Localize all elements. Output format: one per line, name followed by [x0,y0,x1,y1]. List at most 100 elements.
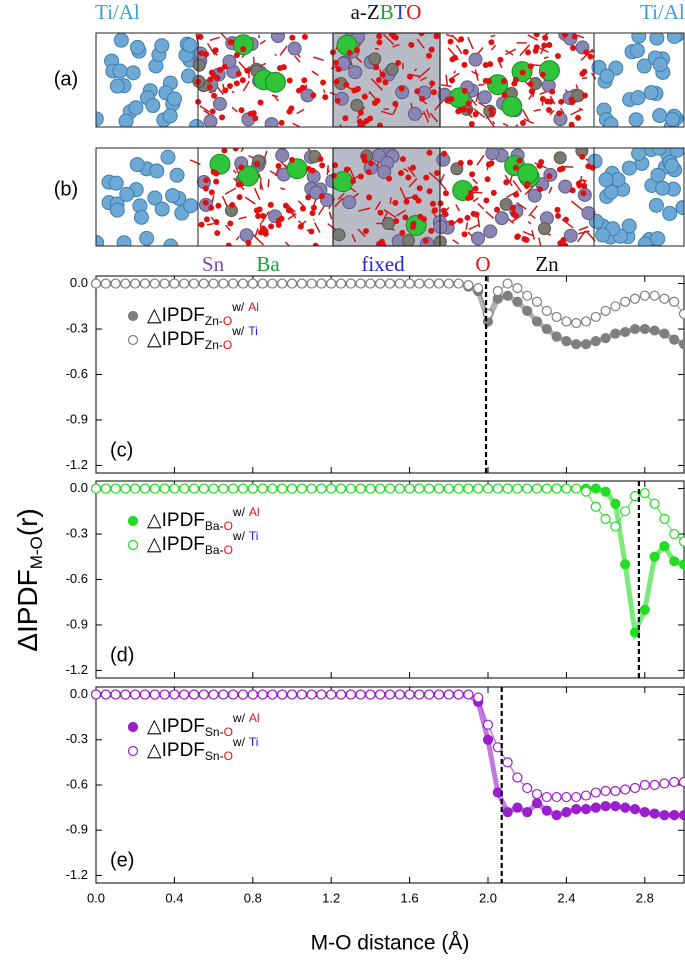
al-atom [109,78,125,94]
o-atom [203,216,210,223]
o-atom [425,52,432,59]
o-atom [257,99,264,106]
point [139,689,151,700]
o-atom [554,206,561,213]
point [365,689,376,700]
point [512,802,523,813]
bond [326,165,329,176]
point [620,784,631,795]
bond [476,154,485,166]
bond [244,196,256,205]
point [277,689,288,700]
o-atom [536,186,543,193]
ba-atom [232,34,254,56]
al-atom [116,235,132,246]
bond [328,211,333,220]
point [669,334,680,345]
o-atom [528,88,535,95]
legend-name: △IPDF [147,716,205,737]
point [639,779,650,791]
o-atom [539,71,546,78]
o-atom [568,121,575,127]
point [600,513,611,524]
bond [505,49,514,56]
legend-label: △IPDFZn-Ow/Al [147,300,259,328]
o-atom [533,44,540,51]
al-atom [637,236,653,246]
o-atom [484,176,491,183]
point [649,779,660,791]
o-atom [444,96,451,103]
o-atom [423,174,430,181]
point [286,278,298,289]
o-atom [469,171,476,178]
al-atom [182,37,198,53]
o-atom [516,157,523,164]
panel-label: (b) [54,178,78,200]
point [218,483,229,494]
al-atom [166,91,182,107]
bond [306,228,310,232]
structure-atoms [96,33,684,127]
bond [465,222,469,230]
sn-atom [275,148,290,163]
bond [292,122,302,127]
point [316,278,327,289]
o-atom [583,49,590,56]
o-atom [554,52,561,59]
bond [380,110,393,116]
o-atom [368,160,375,167]
point [639,488,650,499]
o-atom [426,188,433,195]
bond [313,56,324,61]
point [414,689,425,700]
o-atom [462,48,469,55]
point [424,278,435,289]
y-tick-label: -0.6 [66,776,88,791]
bond [416,38,425,49]
bond [585,158,589,162]
x-tick-label: 1.6 [401,890,419,905]
o-atom [320,79,327,86]
bond [287,213,297,220]
al-atom [669,148,684,158]
point [531,316,543,327]
point [326,483,337,494]
bond [294,55,301,63]
bond [240,148,245,153]
bond [474,69,479,81]
legend-sub: O [223,314,232,328]
bond [472,197,479,203]
o-atom [233,80,240,87]
al-atom [145,98,161,114]
bond [527,34,539,41]
point [247,483,258,494]
al-atom [664,111,680,127]
bond [224,187,237,195]
bond [441,84,452,88]
point [669,810,680,821]
o-atom [533,33,540,38]
ba-atom [487,74,509,96]
o-atom [237,181,244,188]
o-atom [214,230,221,237]
point [179,689,190,700]
o-atom [332,59,339,66]
legend-label: △IPDFZn-Ow/Ti [147,324,258,352]
sn-atom [348,65,363,80]
point [159,689,170,700]
point [433,278,445,289]
point [610,328,621,339]
point [257,689,268,700]
o-atom [440,207,447,214]
bond [396,209,407,217]
sn-atom [212,96,227,111]
legend-sub: O [224,519,233,533]
al-atom [649,33,665,46]
bond [533,108,541,112]
sn-atom [203,114,218,127]
point [404,483,415,494]
zn-atom [499,197,513,211]
o-atom [335,66,342,73]
o-atom [461,231,468,238]
